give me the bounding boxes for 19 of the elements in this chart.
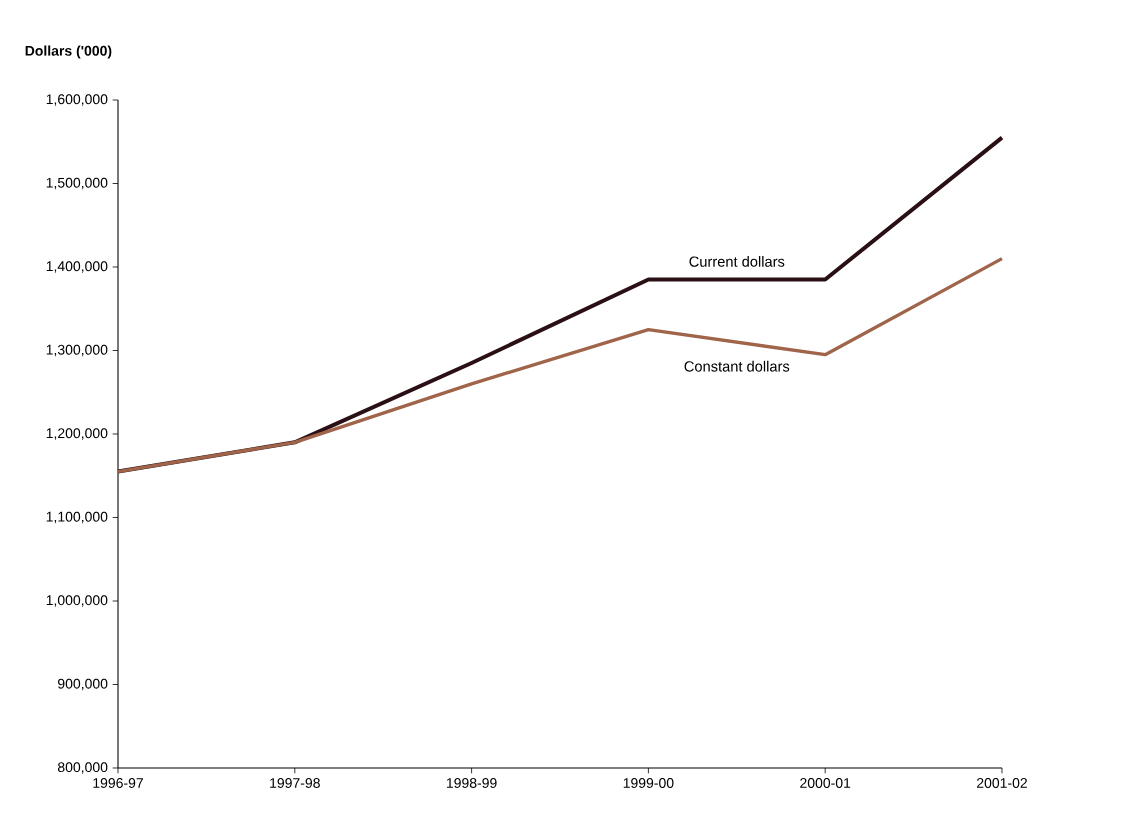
y-tick-label: 1,000,000 xyxy=(46,595,108,607)
y-tick-label: 1,100,000 xyxy=(46,511,108,524)
x-tick-label: 2001-02 xyxy=(977,778,1027,788)
y-tick-label: 1,400,000 xyxy=(46,261,108,273)
y-tick-label: 800,000 xyxy=(57,762,108,774)
series-label: Constant dollars xyxy=(684,360,790,372)
y-tick-label: 900,000 xyxy=(58,678,108,691)
y-tick-label: 1,300,000 xyxy=(46,344,108,357)
y-tick-label: 1,600,000 xyxy=(46,94,108,106)
x-tick-label: 1997-98 xyxy=(270,778,320,788)
x-tick-label: 1998-99 xyxy=(446,778,497,788)
x-tick-label: 1996-97 xyxy=(93,778,143,788)
x-tick-label: 1999-00 xyxy=(623,778,674,788)
x-tick-label: 2000-01 xyxy=(800,778,851,788)
line-series xyxy=(116,256,1004,474)
series-label: Current dollars xyxy=(689,256,785,267)
y-tick-label: 1,200,000 xyxy=(46,428,108,440)
y-tick-label: 1,500,000 xyxy=(46,177,108,190)
y-axis-title: Dollars ('000) xyxy=(25,45,112,59)
